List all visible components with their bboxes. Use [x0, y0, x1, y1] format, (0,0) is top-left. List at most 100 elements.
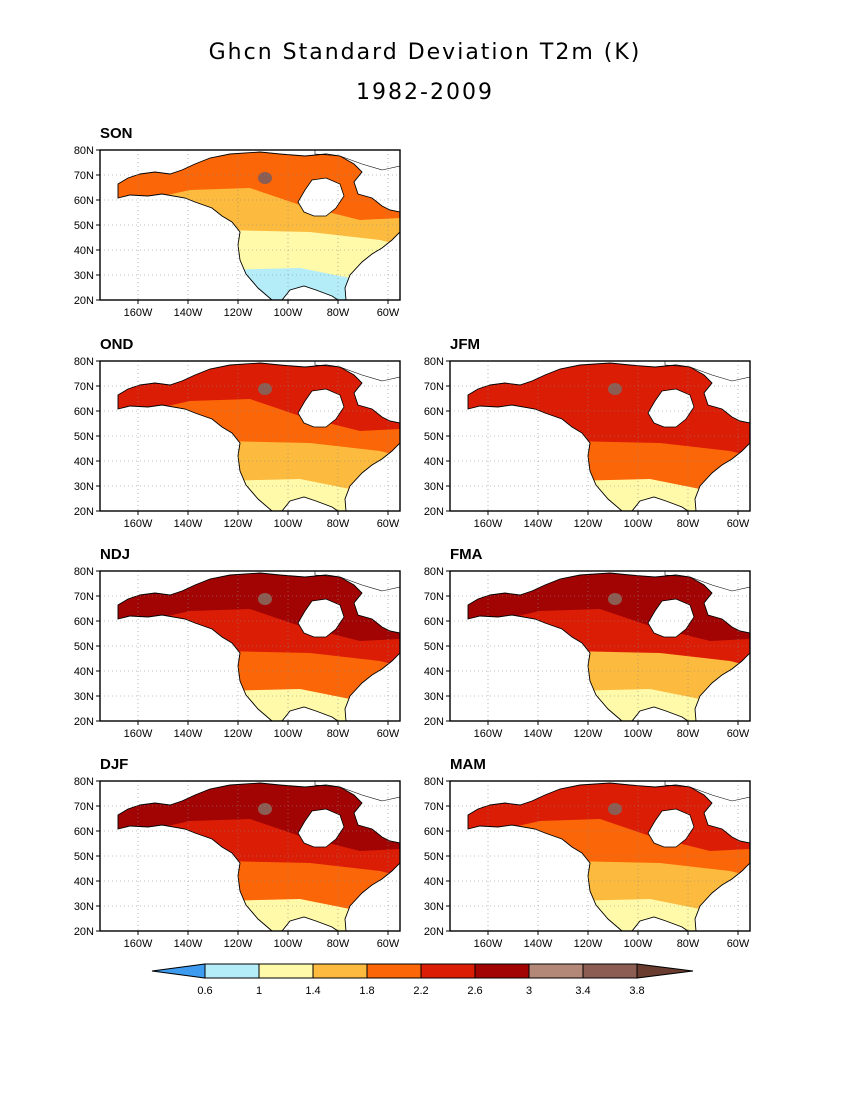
map-plot: 80N 70N 60N 50N 40N 30N 20N 160W 140W 120W 100W 80W… [424, 356, 751, 530]
panel-label: JFM [450, 336, 480, 353]
lon-tick-label: 80W [327, 938, 350, 950]
high-variance-spot [608, 803, 622, 815]
colorbar-swatch [258, 963, 314, 979]
coastline [117, 151, 401, 301]
lon-tick-label: 100W [274, 728, 303, 740]
land-fill-us-south [468, 479, 750, 511]
lon-tick-label: 160W [124, 938, 153, 950]
panel-label: FMA [450, 546, 483, 563]
lon-tick-label: 80W [327, 518, 350, 530]
colorbar-level-label: 3.8 [629, 985, 644, 997]
lat-tick-label: 80N [424, 566, 444, 578]
lon-tick-label: 60W [377, 728, 400, 740]
lon-tick-label: 100W [624, 518, 653, 530]
lat-tick-label: 30N [74, 691, 94, 703]
lat-tick-label: 80N [424, 776, 444, 788]
map-panel-djf: DJF 80N 70N 60N 50N 40N 30N 20N 160W 140W 120W 100… [60, 756, 420, 976]
lon-tick-label: 100W [274, 518, 303, 530]
lat-tick-label: 30N [74, 901, 94, 913]
lat-tick-label: 80N [74, 566, 94, 578]
high-variance-spot [608, 383, 622, 395]
lon-tick-label: 120W [224, 728, 253, 740]
lat-tick-label: 50N [74, 641, 94, 653]
lat-tick-label: 30N [424, 901, 444, 913]
lon-tick-label: 140W [174, 307, 203, 319]
lon-tick-label: 140W [524, 728, 553, 740]
map-plot: 80N 70N 60N 50N 40N 30N 20N 160W 140W 120W 100W 80W… [74, 776, 401, 950]
high-variance-spot [258, 593, 272, 605]
panel-label: SON [100, 125, 133, 142]
lat-tick-label: 50N [424, 851, 444, 863]
lat-tick-label: 50N [74, 431, 94, 443]
colorbar-level-label: 3 [526, 985, 532, 997]
colorbar-swatch [204, 963, 260, 979]
lat-tick-label: 20N [424, 926, 444, 938]
lat-tick-label: 80N [424, 356, 444, 368]
colorbar-level-label: 3.4 [575, 985, 590, 997]
lon-tick-label: 80W [327, 307, 350, 319]
lon-tick-label: 160W [124, 728, 153, 740]
high-variance-spot [258, 172, 272, 184]
land-fill-us-south [468, 689, 750, 721]
lat-tick-label: 80N [74, 776, 94, 788]
lon-tick-label: 60W [727, 728, 750, 740]
lat-tick-label: 50N [424, 641, 444, 653]
map-plot: 80N 70N 60N 50N 40N 30N 20N 160W 140W 120W 100W 80W… [74, 145, 401, 319]
lat-tick-label: 70N [424, 591, 444, 603]
lon-tick-label: 140W [524, 518, 553, 530]
lat-tick-label: 40N [74, 245, 94, 257]
hudson-bay [297, 598, 345, 638]
lat-tick-label: 60N [74, 406, 94, 418]
lat-tick-label: 20N [74, 716, 94, 728]
colorbar-swatch [312, 963, 368, 979]
lon-tick-label: 80W [677, 728, 700, 740]
figure-subtitle: 1982-2009 [356, 80, 494, 105]
lat-tick-label: 60N [424, 826, 444, 838]
coastline [467, 782, 751, 932]
lon-tick-label: 60W [377, 518, 400, 530]
land-fill-us-north [118, 230, 400, 300]
colorbar-level-label: 1 [256, 985, 262, 997]
lat-tick-label: 60N [424, 406, 444, 418]
lat-tick-label: 50N [74, 220, 94, 232]
land-fill-us-south [118, 268, 400, 300]
lon-tick-label: 140W [174, 518, 203, 530]
land-fill-us-south [118, 479, 400, 511]
lat-tick-label: 70N [424, 801, 444, 813]
colorbar-swatch [420, 963, 476, 979]
lon-tick-label: 80W [677, 518, 700, 530]
land-fill-us-north [468, 861, 750, 931]
lat-tick-label: 20N [74, 295, 94, 307]
map-panel-jfm: JFM 80N 70N 60N 50N 40N 30N 20N 160W 140W 120W 100… [410, 336, 770, 556]
lon-tick-label: 120W [224, 518, 253, 530]
land-fill-us-north [118, 651, 400, 721]
lon-tick-label: 60W [727, 518, 750, 530]
hudson-bay [647, 808, 695, 848]
lon-tick-label: 160W [124, 307, 153, 319]
lat-tick-label: 20N [424, 716, 444, 728]
high-variance-spot [258, 803, 272, 815]
hudson-bay [297, 177, 345, 217]
lon-tick-label: 140W [524, 938, 553, 950]
map-panel-son: SON 80N 70N 60N 50N 40N 30N 20N 160W 140W 120W 100… [60, 125, 420, 345]
lon-tick-label: 120W [224, 938, 253, 950]
lat-tick-label: 30N [424, 481, 444, 493]
lon-tick-label: 120W [574, 518, 603, 530]
lon-tick-label: 100W [274, 307, 303, 319]
lat-tick-label: 80N [74, 145, 94, 157]
high-variance-spot [258, 383, 272, 395]
high-variance-spot [608, 593, 622, 605]
lat-tick-label: 20N [74, 926, 94, 938]
map-panel-ond: OND 80N 70N 60N 50N 40N 30N 20N 160W 140W 120W 100… [60, 336, 420, 556]
land-fill-us-north [118, 861, 400, 931]
lat-tick-label: 40N [424, 666, 444, 678]
land-fill-us-south [118, 899, 400, 931]
map-panel-ndj: NDJ 80N 70N 60N 50N 40N 30N 20N 160W 140W 120W 100… [60, 546, 420, 766]
lat-tick-label: 50N [74, 851, 94, 863]
colorbar-legend: 0.6 1 1.4 1.8 2.2 2.6 3 3.4 3.8 [151, 963, 694, 997]
lat-tick-label: 80N [74, 356, 94, 368]
map-plot: 80N 70N 60N 50N 40N 30N 20N 160W 140W 120W 100W 80W… [74, 356, 401, 530]
coastline [117, 782, 401, 932]
colorbar-level-label: 1.4 [305, 985, 320, 997]
colorbar-arrow-low [151, 963, 206, 979]
